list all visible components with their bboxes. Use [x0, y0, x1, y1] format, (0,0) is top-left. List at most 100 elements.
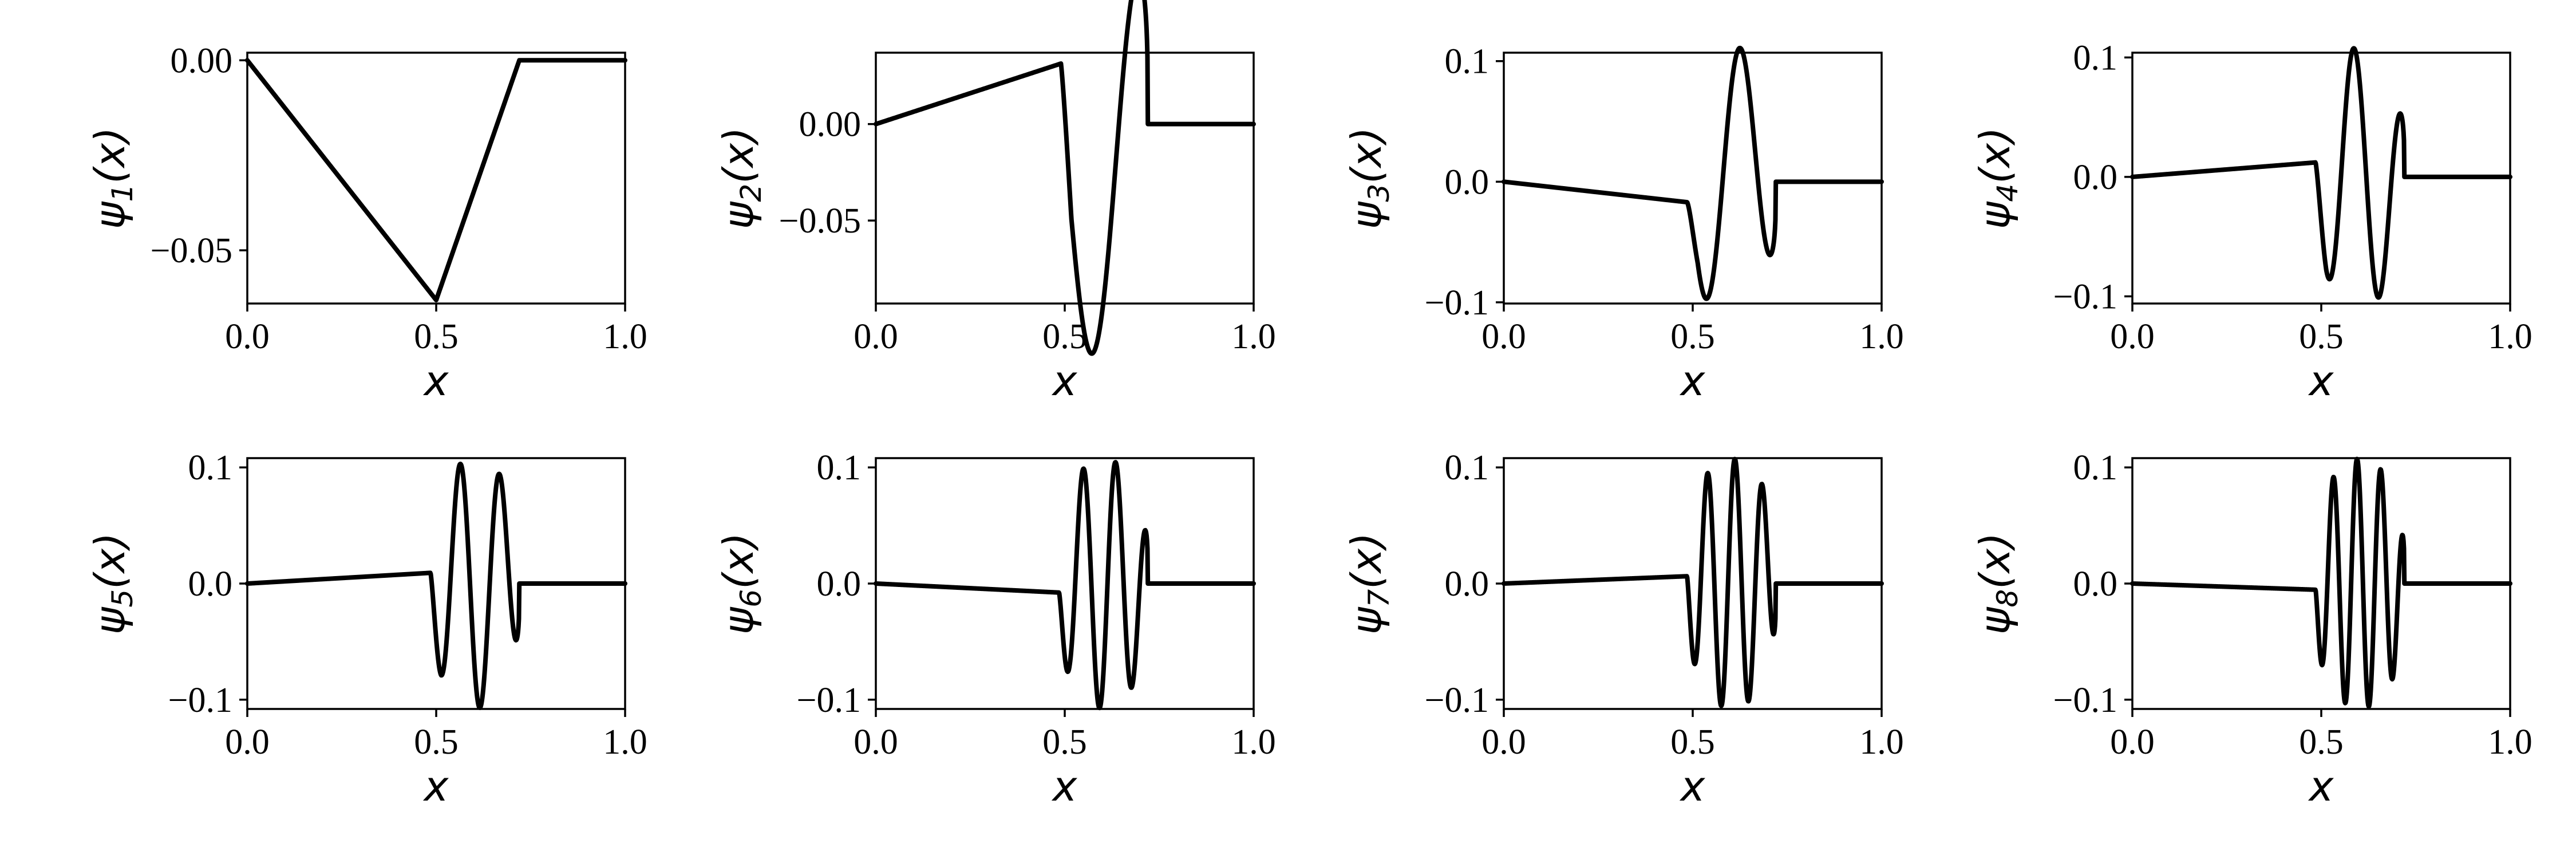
x-tick-label: 0.0 [854, 317, 898, 356]
y-axis-label: ψ5(x) [86, 533, 139, 635]
x-tick-label: 0.0 [2110, 317, 2155, 356]
psi-curve-4 [2130, 46, 2512, 300]
x-tick-label: 0.0 [854, 723, 898, 762]
y-axis-label-argument: (x) [86, 127, 134, 184]
x-axis-label: x [2308, 762, 2334, 810]
y-axis-label-symbol: ψ [714, 201, 762, 229]
y-axis-label-subscript: 8 [1991, 589, 2024, 608]
x-tick-label: 1.0 [2488, 723, 2532, 762]
plot-frame [1503, 52, 1883, 305]
y-axis-label-symbol: ψ [86, 606, 134, 635]
y-tick-label: 0.0 [817, 565, 862, 604]
psi-curve-2 [874, 0, 1256, 356]
x-axis-label: x [1680, 762, 1706, 810]
plot-frame [246, 52, 626, 305]
y-tick-label: 0.0 [2073, 565, 2118, 604]
y-axis-label-argument: (x) [714, 533, 762, 589]
x-axis-label: x [423, 762, 449, 810]
x-tick-label: 0.5 [1042, 317, 1087, 356]
psi-curve-1 [245, 58, 627, 303]
y-tick-label: 0.1 [817, 448, 862, 487]
y-axis-label: ψ2(x) [714, 127, 768, 229]
x-tick-label: 1.0 [1859, 317, 1904, 356]
y-axis-label-argument: (x) [1342, 127, 1390, 184]
y-tick-label: 0.0 [2073, 158, 2118, 197]
x-tick-label: 1.0 [603, 723, 647, 762]
y-tick-label: −0.05 [151, 231, 232, 270]
y-axis-label-argument: (x) [1342, 533, 1390, 589]
y-axis-label-subscript: 7 [1362, 589, 1396, 608]
psi-curve-7 [1502, 456, 1884, 708]
y-tick-label: 0.0 [188, 565, 233, 604]
y-tick-label: 0.1 [188, 448, 233, 487]
x-tick-label: 1.0 [1859, 723, 1904, 762]
y-tick-label: −0.05 [779, 202, 861, 241]
y-axis-label: ψ4(x) [1971, 127, 2024, 229]
y-axis-label-subscript: 2 [734, 184, 768, 202]
y-axis-label: ψ1(x) [86, 127, 139, 229]
y-axis-label-symbol: ψ [1342, 201, 1390, 229]
y-tick-label: 0.1 [2073, 448, 2118, 487]
y-tick-label: −0.1 [1425, 283, 1489, 322]
x-tick-label: 1.0 [2488, 317, 2532, 356]
y-axis-label-argument: (x) [86, 533, 134, 589]
x-tick-label: 0.0 [225, 317, 270, 356]
x-tick-label: 1.0 [1231, 723, 1276, 762]
x-tick-label: 0.5 [1670, 723, 1715, 762]
y-tick-label: 0.1 [2073, 38, 2118, 77]
y-axis-label-symbol: ψ [1971, 606, 2019, 635]
y-axis-label-symbol: ψ [714, 606, 762, 635]
y-axis-label-subscript: 3 [1362, 184, 1396, 202]
y-tick-label: 0.00 [799, 105, 862, 144]
x-tick-label: 0.0 [2110, 723, 2155, 762]
x-tick-label: 1.0 [1231, 317, 1276, 356]
y-axis-label: ψ3(x) [1342, 127, 1396, 229]
y-axis-label-argument: (x) [714, 127, 762, 184]
y-axis-label-subscript: 1 [106, 184, 139, 202]
y-tick-label: −0.1 [2053, 681, 2117, 720]
panel-1: 0.0 0.5 1.0 0.00 −0.05 x ψ1(x) [86, 41, 647, 405]
y-axis-label-argument: (x) [1971, 533, 2019, 589]
y-axis-label: ψ8(x) [1971, 533, 2024, 635]
y-axis-label-symbol: ψ [1971, 201, 2019, 229]
x-tick-label: 0.5 [414, 723, 459, 762]
y-tick-label: 0.0 [1445, 565, 1490, 604]
x-tick-label: 0.0 [1481, 723, 1526, 762]
y-axis-label-subscript: 5 [106, 589, 139, 608]
y-axis-label-subscript: 4 [1991, 184, 2024, 202]
x-axis-label: x [1680, 357, 1706, 405]
panel-2: 0.0 0.5 1.0 0.00 −0.05 x ψ2(x) [714, 0, 1276, 405]
y-tick-label: 0.1 [1445, 42, 1490, 81]
psi-curve-8 [2130, 456, 2512, 709]
x-axis-label: x [423, 357, 449, 405]
x-tick-label: 0.0 [225, 723, 270, 762]
y-tick-label: 0.1 [1445, 448, 1490, 487]
y-axis-label-symbol: ψ [1342, 606, 1390, 635]
x-axis-label: x [1052, 357, 1078, 405]
y-axis-label-subscript: 6 [734, 589, 768, 608]
y-tick-label: −0.1 [1425, 681, 1489, 720]
y-tick-label: 0.00 [171, 41, 233, 80]
x-axis-label: x [1052, 762, 1078, 810]
y-axis-label-symbol: ψ [86, 201, 134, 229]
y-axis-label-argument: (x) [1971, 127, 2019, 184]
y-axis-label: ψ6(x) [714, 533, 768, 635]
psi-curve-6 [874, 460, 1256, 711]
x-tick-label: 0.0 [1481, 317, 1526, 356]
y-tick-label: 0.0 [1445, 163, 1490, 202]
x-tick-label: 1.0 [603, 317, 647, 356]
y-tick-label: −0.1 [168, 681, 232, 720]
y-tick-label: −0.1 [2053, 277, 2117, 316]
y-tick-label: −0.1 [797, 681, 861, 720]
x-tick-label: 0.5 [414, 317, 459, 356]
y-axis-label: ψ7(x) [1342, 533, 1396, 635]
x-tick-label: 0.5 [1670, 317, 1715, 356]
